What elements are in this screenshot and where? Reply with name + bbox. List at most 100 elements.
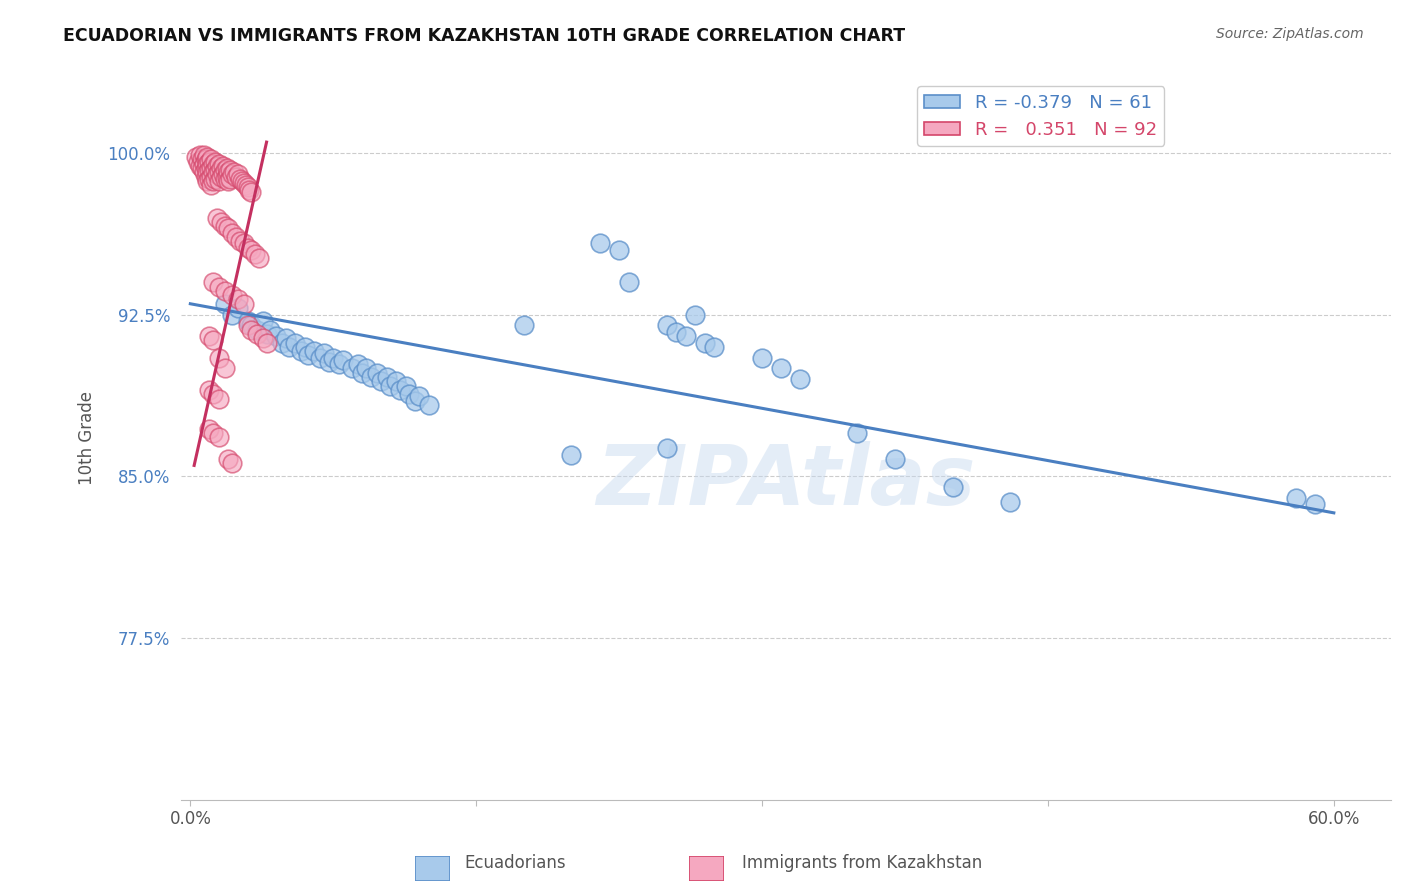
Point — [194, 169, 217, 184]
Point — [219, 171, 242, 186]
Point — [617, 275, 640, 289]
Point — [214, 297, 236, 311]
Point — [208, 430, 231, 444]
Point — [418, 398, 440, 412]
Point — [246, 326, 269, 341]
Point — [193, 165, 215, 179]
Point — [322, 351, 344, 365]
Point — [703, 340, 725, 354]
Point — [252, 314, 274, 328]
Point — [198, 163, 221, 178]
Point — [294, 340, 316, 354]
Point — [290, 344, 312, 359]
Point — [200, 153, 222, 167]
Point — [370, 375, 392, 389]
Point — [225, 169, 247, 184]
Point — [998, 495, 1021, 509]
Point — [202, 387, 225, 401]
Point — [202, 165, 225, 179]
Point — [194, 153, 217, 167]
Point — [751, 351, 773, 365]
Point — [309, 351, 332, 365]
Point — [188, 159, 211, 173]
Point — [188, 148, 211, 162]
Point — [197, 165, 219, 179]
Point — [221, 288, 243, 302]
Point — [354, 361, 377, 376]
Point — [942, 480, 965, 494]
Point — [1285, 491, 1308, 505]
Point — [224, 165, 246, 179]
Point — [229, 234, 252, 248]
Point — [1303, 497, 1326, 511]
Point — [226, 301, 249, 315]
Point — [211, 159, 233, 173]
Point — [655, 441, 678, 455]
Y-axis label: 10th Grade: 10th Grade — [79, 392, 96, 485]
Point — [232, 297, 254, 311]
Point — [278, 340, 301, 354]
Point — [184, 150, 207, 164]
Text: ECUADORIAN VS IMMIGRANTS FROM KAZAKHSTAN 10TH GRADE CORRELATION CHART: ECUADORIAN VS IMMIGRANTS FROM KAZAKHSTAN… — [63, 27, 905, 45]
Point — [302, 344, 325, 359]
Point — [211, 168, 233, 182]
Point — [187, 154, 209, 169]
FancyBboxPatch shape — [689, 856, 724, 881]
Point — [215, 161, 238, 175]
Point — [232, 236, 254, 251]
Point — [328, 357, 350, 371]
Point — [385, 375, 408, 389]
Point — [789, 372, 811, 386]
Point — [193, 156, 215, 170]
Point — [274, 331, 297, 345]
Point — [231, 174, 253, 188]
Point — [208, 392, 231, 406]
Point — [191, 153, 214, 167]
Text: Ecuadorians: Ecuadorians — [464, 855, 565, 872]
Point — [204, 163, 226, 178]
Point — [366, 366, 388, 380]
Point — [360, 370, 382, 384]
Point — [198, 383, 221, 397]
Point — [398, 387, 420, 401]
Point — [217, 174, 239, 188]
Point — [221, 168, 243, 182]
Point — [221, 308, 243, 322]
Point — [246, 323, 269, 337]
Point — [198, 329, 221, 343]
Point — [240, 243, 263, 257]
Point — [270, 335, 292, 350]
Point — [208, 165, 231, 179]
Point — [318, 355, 340, 369]
Point — [198, 171, 221, 186]
Point — [202, 334, 225, 348]
Point — [208, 156, 231, 170]
Point — [202, 275, 225, 289]
Text: Source: ZipAtlas.com: Source: ZipAtlas.com — [1216, 27, 1364, 41]
Point — [347, 357, 370, 371]
Point — [256, 326, 278, 341]
Point — [221, 226, 243, 240]
Point — [200, 161, 222, 175]
Point — [264, 329, 287, 343]
Point — [208, 351, 231, 365]
Point — [202, 174, 225, 188]
Point — [350, 366, 373, 380]
Point — [404, 393, 426, 408]
Point — [770, 361, 793, 376]
Point — [217, 165, 239, 179]
Point — [209, 169, 232, 184]
Point — [226, 293, 249, 307]
Point — [675, 329, 697, 343]
Point — [238, 182, 260, 196]
Point — [240, 318, 263, 333]
Point — [229, 171, 252, 186]
Point — [194, 161, 217, 175]
Point — [243, 247, 266, 261]
Point — [256, 335, 278, 350]
Point — [665, 325, 688, 339]
Point — [375, 370, 398, 384]
Point — [205, 211, 228, 225]
Point — [247, 252, 270, 266]
Point — [395, 378, 418, 392]
